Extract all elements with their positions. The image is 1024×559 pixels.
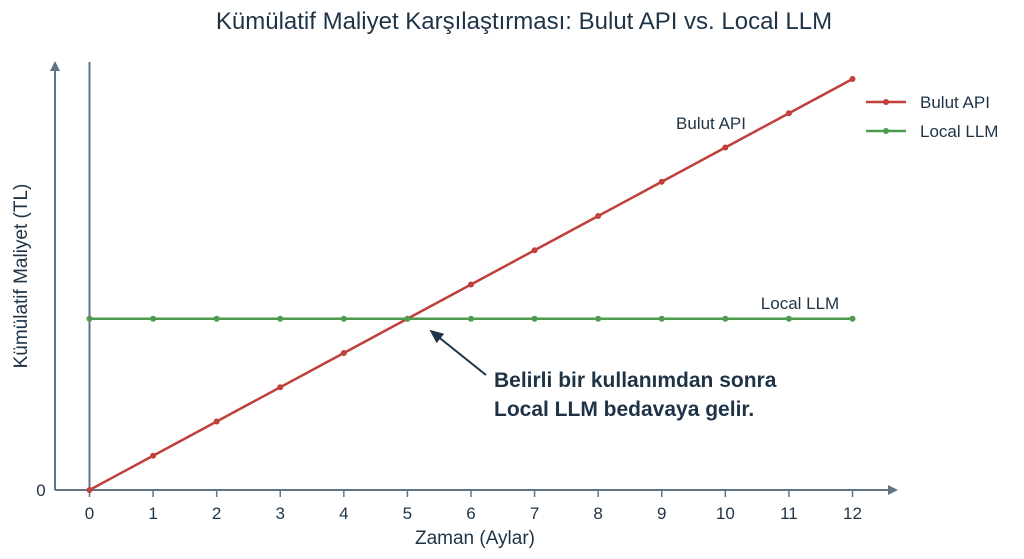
series-layer bbox=[86, 76, 856, 493]
data-point bbox=[86, 487, 93, 493]
x-tick-label: 0 bbox=[85, 504, 94, 523]
data-point bbox=[785, 315, 792, 322]
data-point bbox=[86, 315, 93, 322]
legend-label: Local LLM bbox=[920, 122, 998, 141]
data-point bbox=[468, 315, 474, 322]
annotation-arrow bbox=[429, 329, 487, 376]
x-tick-label: 10 bbox=[716, 504, 735, 523]
legend-item: Bulut API bbox=[866, 93, 990, 112]
series-local-llm bbox=[86, 315, 856, 322]
series-label-local-llm: Local LLM bbox=[761, 294, 839, 313]
annotation-text-line: Local LLM bedavaya gelir. bbox=[494, 398, 754, 421]
chart-title: Kümülatif Maliyet Karşılaştırması: Bulut… bbox=[216, 8, 832, 35]
data-point bbox=[213, 315, 220, 322]
x-tick-label: 5 bbox=[403, 504, 412, 523]
data-point bbox=[531, 315, 538, 322]
data-point bbox=[468, 281, 474, 288]
data-point bbox=[722, 144, 729, 151]
x-tick-label: 3 bbox=[276, 504, 285, 523]
data-point bbox=[595, 315, 602, 322]
x-tick-label: 8 bbox=[593, 504, 602, 523]
legend-marker bbox=[883, 128, 889, 134]
data-point bbox=[722, 315, 729, 322]
x-tick-label: 12 bbox=[843, 504, 862, 523]
axes bbox=[50, 61, 898, 495]
x-tick-label: 4 bbox=[339, 504, 348, 523]
data-point bbox=[404, 315, 411, 322]
annotation-text-line: Belirli bir kullanımdan sonra bbox=[494, 369, 777, 392]
legend-marker bbox=[883, 99, 889, 105]
data-point bbox=[150, 452, 157, 459]
data-point bbox=[658, 315, 665, 322]
data-point bbox=[849, 76, 856, 82]
legend-label: Bulut API bbox=[920, 93, 990, 112]
data-point bbox=[658, 178, 665, 185]
data-point bbox=[785, 110, 792, 117]
legend-item: Local LLM bbox=[866, 122, 998, 141]
annotation: Belirli bir kullanımdan sonra Local LLM b… bbox=[429, 329, 777, 421]
series-bulut-api bbox=[86, 76, 856, 493]
data-point bbox=[213, 418, 220, 425]
data-point bbox=[340, 350, 347, 356]
y-tick-label: 0 bbox=[36, 481, 45, 500]
x-tick-label: 2 bbox=[212, 504, 221, 523]
data-point bbox=[340, 315, 347, 322]
data-point bbox=[277, 315, 284, 322]
data-point bbox=[849, 315, 856, 322]
x-tick-label: 1 bbox=[148, 504, 157, 523]
y-ticks: 0 bbox=[36, 481, 45, 500]
x-axis-label: Zaman (Aylar) bbox=[415, 528, 535, 549]
series-label-bulut-api: Bulut API bbox=[676, 114, 746, 133]
legend: Bulut API Local LLM bbox=[866, 93, 998, 141]
x-tick-label: 11 bbox=[780, 504, 798, 523]
data-point bbox=[277, 384, 284, 391]
x-tick-label: 9 bbox=[657, 504, 666, 523]
x-tick-label: 6 bbox=[466, 504, 475, 523]
x-tick-label: 7 bbox=[530, 504, 539, 523]
data-point bbox=[595, 213, 602, 219]
data-point bbox=[150, 315, 157, 322]
x-ticks: 0 1 2 3 4 5 6 7 8 9 10 11 12 bbox=[85, 490, 862, 523]
series-labels: Bulut API Local LLM bbox=[676, 114, 839, 313]
y-axis-label: Kümülatif Maliyet (TL) bbox=[11, 184, 32, 369]
data-point bbox=[531, 247, 538, 254]
